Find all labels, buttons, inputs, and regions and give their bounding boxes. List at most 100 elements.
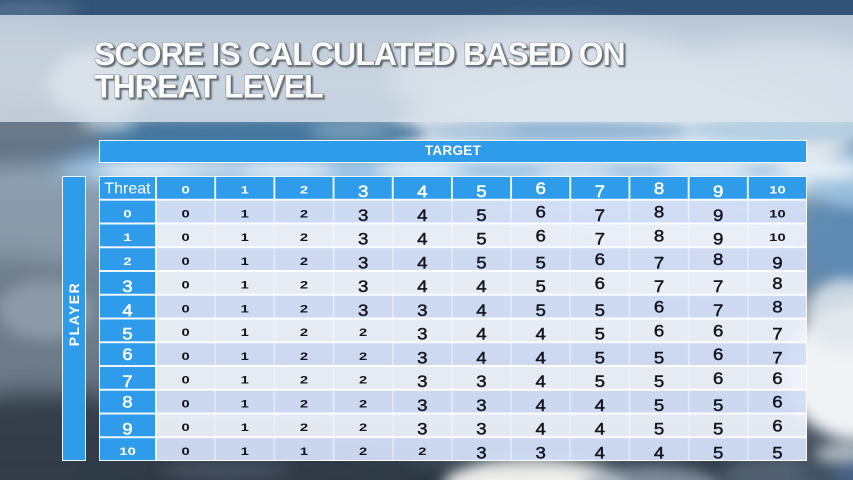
svg-text:2: 2 [359, 326, 367, 339]
svg-text:8: 8 [654, 179, 664, 198]
svg-text:3: 3 [358, 277, 368, 296]
svg-text:2: 2 [300, 183, 308, 196]
svg-text:7: 7 [595, 229, 605, 248]
svg-text:5: 5 [713, 419, 723, 438]
svg-text:4: 4 [417, 229, 427, 248]
svg-text:4: 4 [417, 277, 427, 296]
svg-text:3: 3 [358, 229, 368, 248]
svg-text:3: 3 [417, 419, 427, 438]
svg-text:4: 4 [476, 324, 486, 343]
svg-text:5: 5 [535, 277, 545, 296]
svg-text:7: 7 [595, 182, 605, 201]
svg-text:5: 5 [476, 206, 486, 225]
svg-text:3: 3 [358, 182, 368, 201]
svg-text:3: 3 [417, 372, 427, 391]
svg-text:1: 1 [769, 207, 777, 220]
svg-text:2: 2 [359, 421, 367, 434]
svg-text:9: 9 [713, 182, 723, 201]
svg-text:7: 7 [772, 324, 782, 343]
svg-text:0: 0 [778, 207, 786, 220]
svg-text:5: 5 [476, 229, 486, 248]
svg-text:5: 5 [713, 396, 723, 415]
svg-text:6: 6 [595, 274, 605, 293]
svg-text:0: 0 [181, 231, 189, 244]
svg-text:5: 5 [595, 372, 605, 391]
svg-text:1: 1 [241, 278, 249, 291]
svg-text:0: 0 [181, 207, 189, 220]
svg-text:5: 5 [595, 301, 605, 320]
svg-text:2: 2 [300, 326, 308, 339]
svg-text:1: 1 [123, 231, 131, 244]
svg-text:7: 7 [122, 372, 132, 391]
svg-text:3: 3 [417, 348, 427, 367]
svg-text:0: 0 [128, 444, 136, 457]
svg-text:2: 2 [300, 207, 308, 220]
svg-text:9: 9 [713, 206, 723, 225]
svg-text:0: 0 [181, 373, 189, 386]
svg-text:4: 4 [476, 348, 486, 367]
svg-text:5: 5 [654, 419, 664, 438]
svg-text:4: 4 [476, 277, 486, 296]
svg-text:4: 4 [476, 301, 486, 320]
svg-text:0: 0 [778, 231, 786, 244]
svg-text:1: 1 [769, 183, 777, 196]
svg-text:6: 6 [595, 250, 605, 269]
svg-text:1: 1 [241, 207, 249, 220]
svg-text:6: 6 [713, 369, 723, 388]
svg-text:8: 8 [772, 274, 782, 293]
svg-text:7: 7 [772, 348, 782, 367]
svg-text:9: 9 [713, 229, 723, 248]
svg-text:6: 6 [772, 369, 782, 388]
svg-text:2: 2 [359, 444, 367, 457]
svg-text:1: 1 [119, 444, 127, 457]
svg-text:1: 1 [241, 254, 249, 267]
svg-text:4: 4 [654, 443, 664, 461]
svg-text:SCORE IS CALCULATED BASED ON: SCORE IS CALCULATED BASED ON [96, 38, 627, 74]
svg-text:5: 5 [535, 253, 545, 272]
svg-text:6: 6 [713, 321, 723, 340]
svg-text:7: 7 [654, 277, 664, 296]
svg-text:3: 3 [358, 253, 368, 272]
svg-text:3: 3 [476, 372, 486, 391]
svg-text:2: 2 [123, 254, 131, 267]
svg-text:THREAT LEVEL: THREAT LEVEL [94, 68, 323, 104]
svg-text:2: 2 [300, 231, 308, 244]
svg-text:2: 2 [300, 349, 308, 362]
svg-text:2: 2 [418, 444, 426, 457]
svg-text:6: 6 [535, 226, 545, 245]
svg-text:1: 1 [241, 421, 249, 434]
svg-text:6: 6 [713, 345, 723, 364]
svg-text:5: 5 [713, 443, 723, 461]
svg-text:5: 5 [476, 182, 486, 201]
svg-text:5: 5 [772, 443, 782, 461]
svg-text:3: 3 [476, 396, 486, 415]
svg-text:0: 0 [181, 326, 189, 339]
svg-text:0: 0 [123, 207, 131, 220]
svg-text:4: 4 [535, 348, 545, 367]
svg-text:0: 0 [181, 302, 189, 315]
svg-text:8: 8 [654, 226, 664, 245]
svg-text:2: 2 [359, 373, 367, 386]
svg-text:8: 8 [654, 202, 664, 221]
svg-text:7: 7 [654, 253, 664, 272]
svg-text:1: 1 [769, 231, 777, 244]
svg-text:2: 2 [300, 373, 308, 386]
svg-text:1: 1 [241, 397, 249, 410]
svg-text:7: 7 [713, 301, 723, 320]
svg-text:1: 1 [241, 302, 249, 315]
svg-text:3: 3 [417, 396, 427, 415]
svg-text:1: 1 [300, 444, 308, 457]
svg-text:3: 3 [358, 301, 368, 320]
svg-text:8: 8 [122, 392, 132, 411]
svg-text:4: 4 [417, 206, 427, 225]
svg-text:9: 9 [772, 253, 782, 272]
svg-text:THREAT LEVEL: THREAT LEVEL [96, 70, 325, 106]
svg-text:4: 4 [535, 372, 545, 391]
svg-text:1: 1 [241, 373, 249, 386]
svg-text:6: 6 [654, 297, 664, 316]
svg-text:8: 8 [713, 250, 723, 269]
svg-text:6: 6 [772, 392, 782, 411]
svg-text:1: 1 [241, 349, 249, 362]
svg-text:0: 0 [181, 421, 189, 434]
svg-text:3: 3 [122, 277, 132, 296]
